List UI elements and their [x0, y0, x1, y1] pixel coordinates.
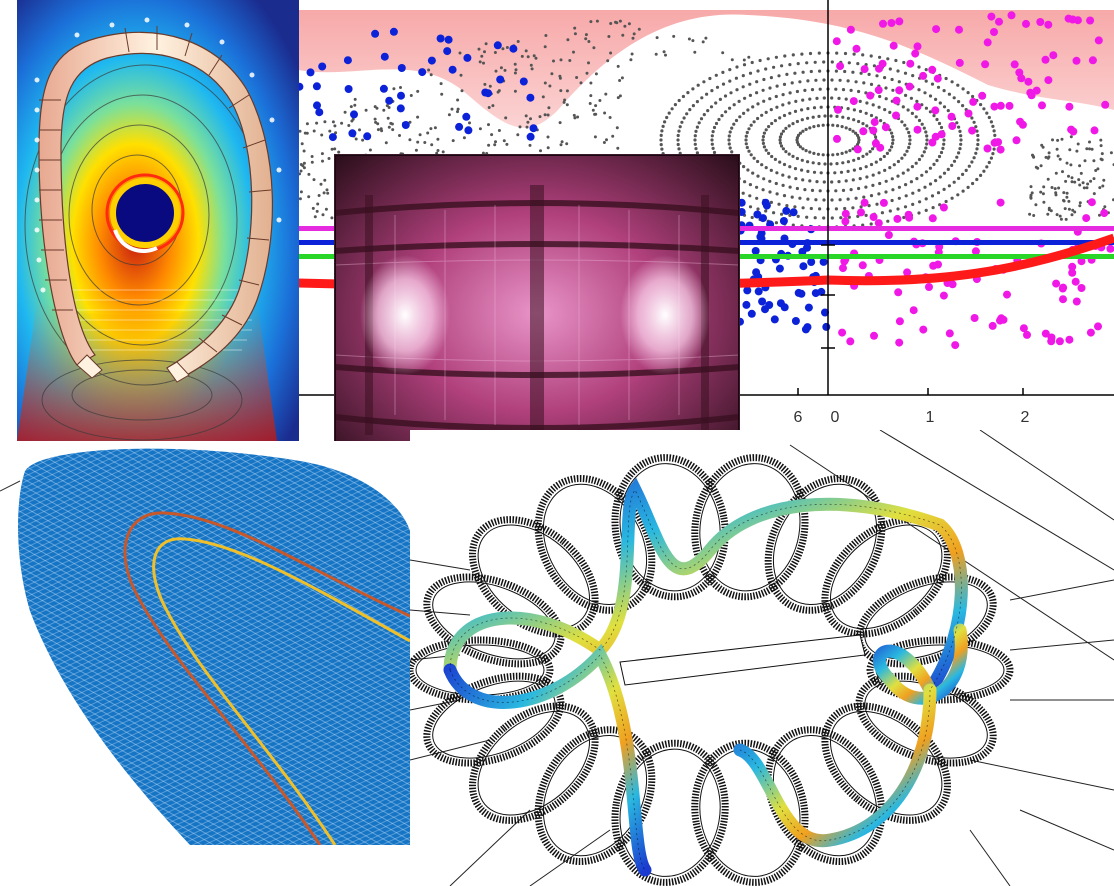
orbit-inner	[152, 537, 410, 845]
mesh-surface	[0, 441, 410, 845]
tokamak-cross-section	[17, 0, 299, 441]
coil-wireframe-panel	[410, 430, 1114, 886]
central-ring	[110, 178, 180, 248]
tokamak-cross-section-panel	[17, 0, 299, 441]
tick-label-1: 1	[926, 409, 935, 426]
vessel-photo	[335, 155, 739, 471]
tick-label-6: 6	[794, 409, 803, 426]
vessel-photo-panel	[335, 155, 739, 471]
coil-wireframe	[410, 430, 1114, 886]
tick-label-2: 2	[1021, 409, 1030, 426]
center-plane	[619, 634, 866, 686]
scatter-dots	[298, 11, 1114, 350]
tick-label-0: 0	[831, 409, 840, 426]
orbit-outer	[123, 511, 410, 845]
mesh-surface-panel	[0, 441, 410, 845]
colored-coil-band-mesh	[449, 489, 962, 871]
